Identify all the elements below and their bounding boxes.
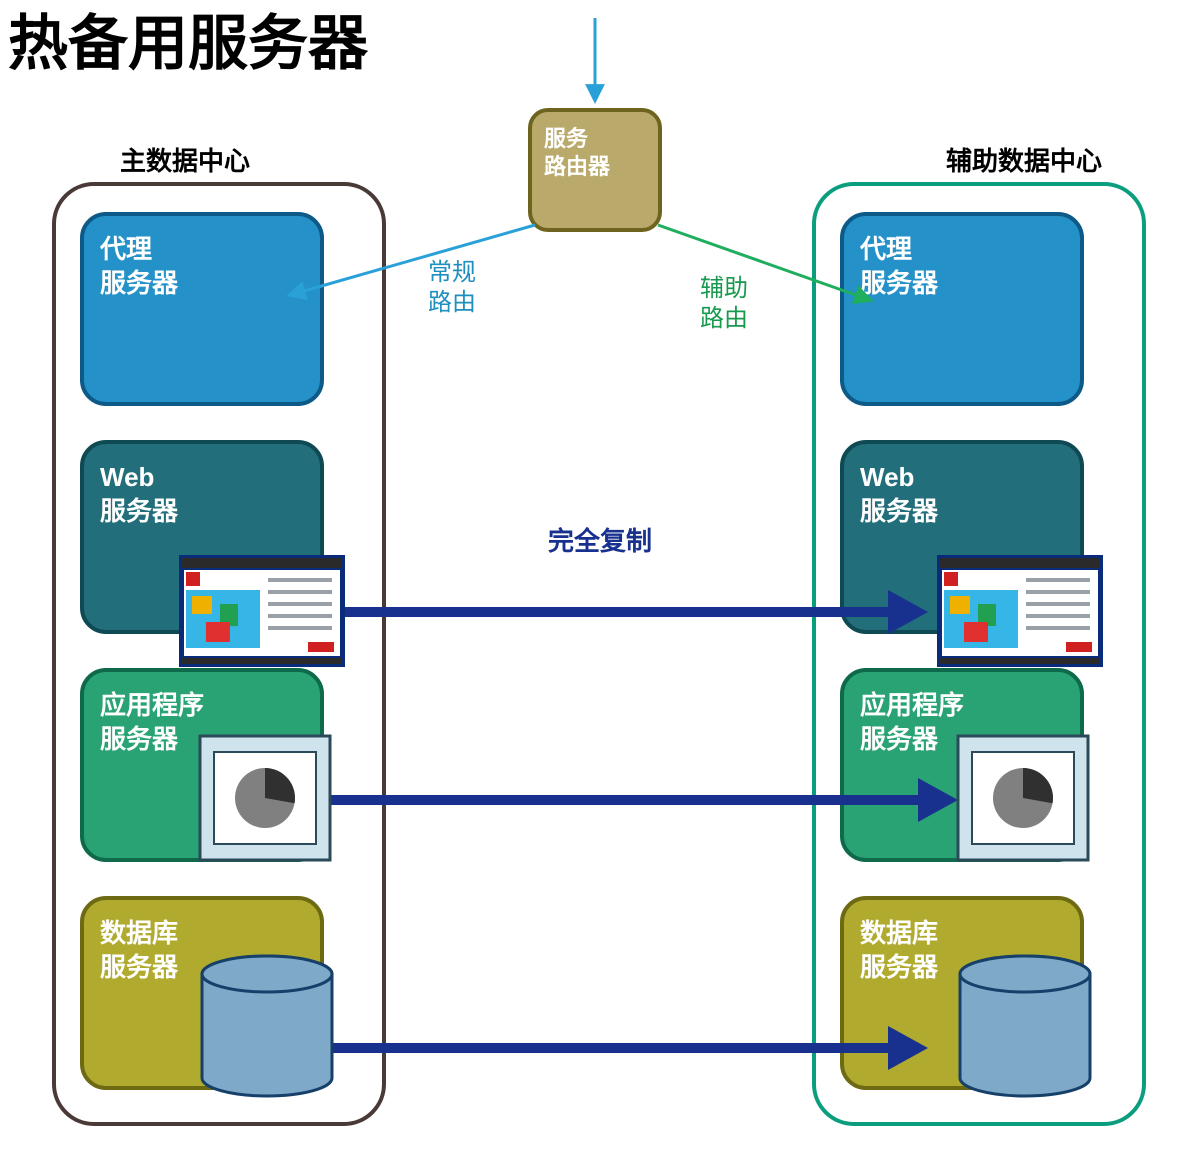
secondary-app-label-2: 服务器 [860,724,939,754]
secondary-proxy-label-2: 服务器 [860,268,939,298]
primary-web-label-1: Web [100,462,154,492]
app-icon-secondary [958,736,1088,860]
primary-app-label-2: 服务器 [100,724,179,754]
secondary-dc-label: 辅助数据中心 [946,146,1102,176]
database-icon-secondary [960,956,1090,1096]
secondary-db-label-2: 服务器 [860,952,939,982]
database-icon-primary [202,956,332,1096]
primary-dc-label: 主数据中心 [120,146,250,176]
app-icon-primary [200,736,330,860]
secondary-route-arrow [658,225,870,300]
diagram-title: 热备用服务器 [8,10,369,77]
secondary-app-label-1: 应用程序 [860,690,964,720]
secondary-web-label-2: 服务器 [860,496,939,526]
router-label-1: 服务 [544,126,589,151]
replication-label: 完全复制 [548,526,652,556]
primary-proxy-label-1: 代理 [99,234,152,264]
secondary-route-label-1: 辅助 [700,275,748,302]
regular-route-arrow [290,225,535,295]
regular-route-label-1: 常规 [428,259,476,286]
primary-proxy-label-2: 服务器 [100,268,179,298]
primary-db-label-2: 服务器 [100,952,179,982]
secondary-db-label-1: 数据库 [860,918,938,948]
router-label-2: 路由器 [544,154,611,179]
secondary-route-label-2: 路由 [700,305,748,332]
browser-icon-primary [180,556,344,666]
primary-web-label-2: 服务器 [100,496,179,526]
browser-icon-secondary [938,556,1102,666]
regular-route-label-2: 路由 [428,289,476,316]
primary-app-label-1: 应用程序 [100,690,204,720]
secondary-proxy-label-1: 代理 [859,234,912,264]
primary-db-label-1: 数据库 [100,918,178,948]
secondary-web-label-1: Web [860,462,914,492]
